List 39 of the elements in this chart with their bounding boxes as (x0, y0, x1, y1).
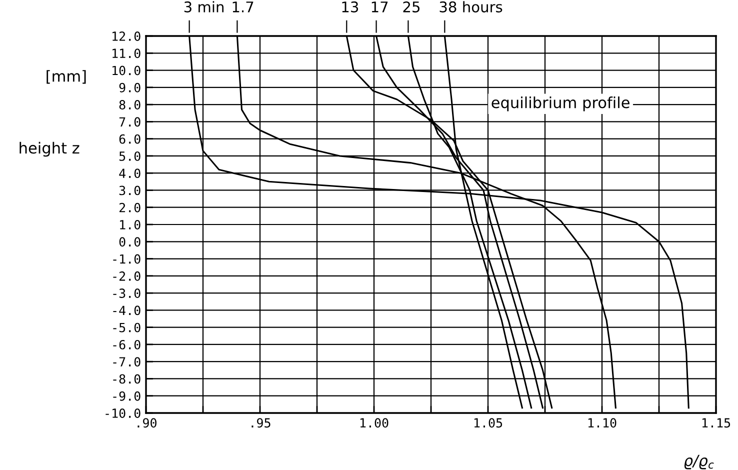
y-tick-label: 7.0 (119, 117, 140, 127)
x-tick-label: .95 (252, 418, 270, 428)
y-tick-label: -6.0 (113, 340, 140, 350)
series-label: 17 (372, 2, 388, 12)
y-tick-label: -5.0 (113, 322, 140, 332)
series-label: 38 hours (440, 1, 502, 12)
y-tick-label: -1.0 (113, 254, 140, 264)
y-tick-label: 9.0 (119, 82, 140, 92)
y-tick-label: 0.0 (119, 237, 140, 247)
y-axis-title: height z (20, 142, 80, 157)
y-tick-label: -3.0 (113, 288, 140, 298)
x-tick-label: 1.00 (360, 418, 388, 428)
x-axis-title: ϱ/ϱ$_{c}$ (684, 454, 714, 470)
y-tick-label: 3.0 (119, 186, 140, 196)
y-tick-label: 2.0 (119, 202, 140, 212)
text: [mm] (46, 70, 86, 84)
y-tick-label: 1.0 (120, 220, 140, 230)
y-tick-label: -2.0 (113, 271, 140, 281)
y-tick-label: 6.0 (119, 134, 140, 144)
series-label: 3 min (184, 1, 224, 12)
y-tick-label: -9.0 (113, 391, 140, 401)
series-label: 25 (403, 1, 420, 12)
y-tick-label: 10.0 (112, 66, 140, 76)
y-tick-label: 11.0 (112, 48, 140, 58)
y-tick-label: 5.0 (119, 151, 140, 161)
x-tick-label: 1.15 (702, 418, 730, 428)
y-tick-label: 4.0 (119, 168, 140, 178)
y-tick-label: 12.0 (112, 32, 140, 41)
series-label: 1.7 (232, 2, 254, 12)
annotation: equilibrium profile (492, 96, 630, 112)
y-tick-label: -10.0 (106, 408, 140, 418)
x-tick-label: 1.05 (474, 418, 502, 428)
y-tick-label: 8.0 (119, 100, 140, 110)
y-tick-label: -8.0 (113, 374, 140, 384)
x-tick-label: .90 (138, 418, 156, 428)
series-label: 13 (342, 1, 358, 12)
y-tick-label: -4.0 (113, 306, 140, 316)
y-tick-label: -7.0 (113, 357, 140, 367)
x-tick-label: 1.10 (588, 418, 616, 428)
